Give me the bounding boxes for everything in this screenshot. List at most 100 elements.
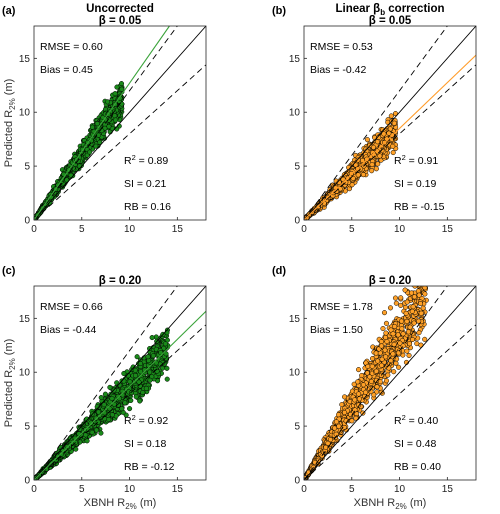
- data-point: [87, 149, 93, 155]
- stat-si: SI = 0.18: [124, 438, 166, 450]
- data-point: [369, 161, 375, 168]
- data-point: [147, 377, 153, 383]
- reference-lines: [304, 26, 476, 220]
- dashed-reference-line: [304, 26, 448, 220]
- y-axis-label: Predicted R2% (m): [3, 79, 17, 168]
- data-point: [84, 416, 90, 422]
- data-point: [119, 406, 125, 412]
- reference-lines: [34, 26, 206, 220]
- y-tick-label: 5: [24, 162, 30, 173]
- data-point: [88, 420, 94, 426]
- y-tick-label: 15: [289, 54, 301, 65]
- data-point: [391, 120, 397, 126]
- panel-label: (a): [2, 5, 16, 17]
- y-tick-label: 10: [19, 368, 31, 379]
- stat-r2: R2 = 0.92: [124, 413, 168, 427]
- data-point: [127, 406, 133, 412]
- dashed-reference-line: [34, 64, 206, 220]
- x-tick-label: 15: [172, 224, 184, 235]
- stat-bias: Bias = 0.45: [40, 64, 93, 76]
- data-point: [111, 401, 117, 407]
- y-tick-label: 5: [294, 162, 300, 173]
- x-tick-label: 5: [79, 484, 85, 495]
- data-point: [153, 334, 159, 340]
- data-point: [112, 113, 118, 119]
- data-point: [98, 394, 104, 401]
- data-point: [355, 172, 361, 178]
- data-point: [348, 170, 354, 177]
- fit-line: [34, 26, 170, 220]
- data-point: [109, 412, 115, 418]
- y-tick-label: 10: [289, 108, 301, 119]
- axes-frame: [33, 25, 207, 221]
- data-point: [164, 376, 170, 382]
- data-point: [390, 143, 396, 149]
- data-point: [58, 451, 64, 457]
- stat-rb: RB = 0.16: [124, 201, 171, 213]
- stat-bias: Bias = -0.42: [310, 64, 366, 76]
- data-point: [136, 379, 142, 385]
- fit-line: [34, 310, 206, 480]
- data-point: [145, 354, 151, 360]
- data-point: [377, 153, 383, 159]
- data-point: [147, 346, 153, 352]
- data-point: [381, 131, 387, 137]
- dashed-reference-line: [34, 26, 178, 220]
- data-point: [112, 91, 118, 97]
- axes-frame: [33, 285, 207, 481]
- panel-title-line2: β = 0.20: [99, 275, 142, 287]
- x-tick-label: 15: [172, 484, 184, 495]
- panel-title-line1: Uncorrected: [86, 3, 154, 15]
- data-point: [137, 398, 143, 404]
- data-point: [390, 150, 396, 156]
- dashed-reference-line: [34, 286, 178, 480]
- data-point: [164, 365, 170, 371]
- data-point: [376, 134, 382, 140]
- panel-title-line1: Linear βb correction: [335, 3, 444, 17]
- data-point: [109, 395, 115, 402]
- data-point: [162, 341, 168, 347]
- data-point: [97, 139, 103, 145]
- one-to-one-line: [34, 26, 206, 220]
- data-point: [154, 368, 160, 374]
- stat-si: SI = 0.21: [124, 178, 166, 190]
- x-tick-label: 10: [124, 484, 136, 495]
- axes-frame: [303, 25, 477, 221]
- data-point: [121, 370, 127, 377]
- data-point: [113, 117, 119, 123]
- x-tick-label: 5: [349, 224, 355, 235]
- stat-rb: RB = -0.12: [124, 461, 175, 473]
- data-point: [89, 429, 95, 435]
- y-tick-label: 0: [24, 216, 30, 227]
- x-tick-label: 15: [442, 224, 454, 235]
- y-tick-label: 0: [24, 476, 30, 487]
- data-point: [134, 354, 140, 360]
- data-point: [114, 84, 120, 90]
- panel-label: (b): [272, 5, 286, 17]
- fit-line: [304, 54, 476, 220]
- y-tick-label: 0: [294, 216, 300, 227]
- x-tick-label: 10: [124, 224, 136, 235]
- data-point: [132, 367, 138, 373]
- data-point: [150, 353, 156, 359]
- stat-rmse: RMSE = 0.53: [310, 41, 373, 53]
- stat-si: SI = 0.19: [394, 178, 436, 190]
- data-point: [118, 81, 125, 87]
- one-to-one-line: [34, 286, 206, 480]
- y-tick-label: 5: [24, 422, 30, 433]
- data-point: [386, 130, 392, 136]
- data-point: [133, 394, 139, 400]
- data-point: [102, 391, 108, 397]
- data-point: [83, 432, 89, 438]
- data-point: [101, 416, 108, 422]
- reference-lines: [34, 286, 206, 480]
- stat-rmse: RMSE = 0.60: [40, 41, 103, 53]
- data-point: [128, 397, 134, 403]
- y-tick-label: 15: [19, 314, 31, 325]
- data-point: [101, 402, 107, 408]
- data-point: [86, 426, 92, 433]
- data-point: [107, 384, 113, 390]
- data-point: [163, 351, 169, 357]
- data-point: [98, 430, 104, 436]
